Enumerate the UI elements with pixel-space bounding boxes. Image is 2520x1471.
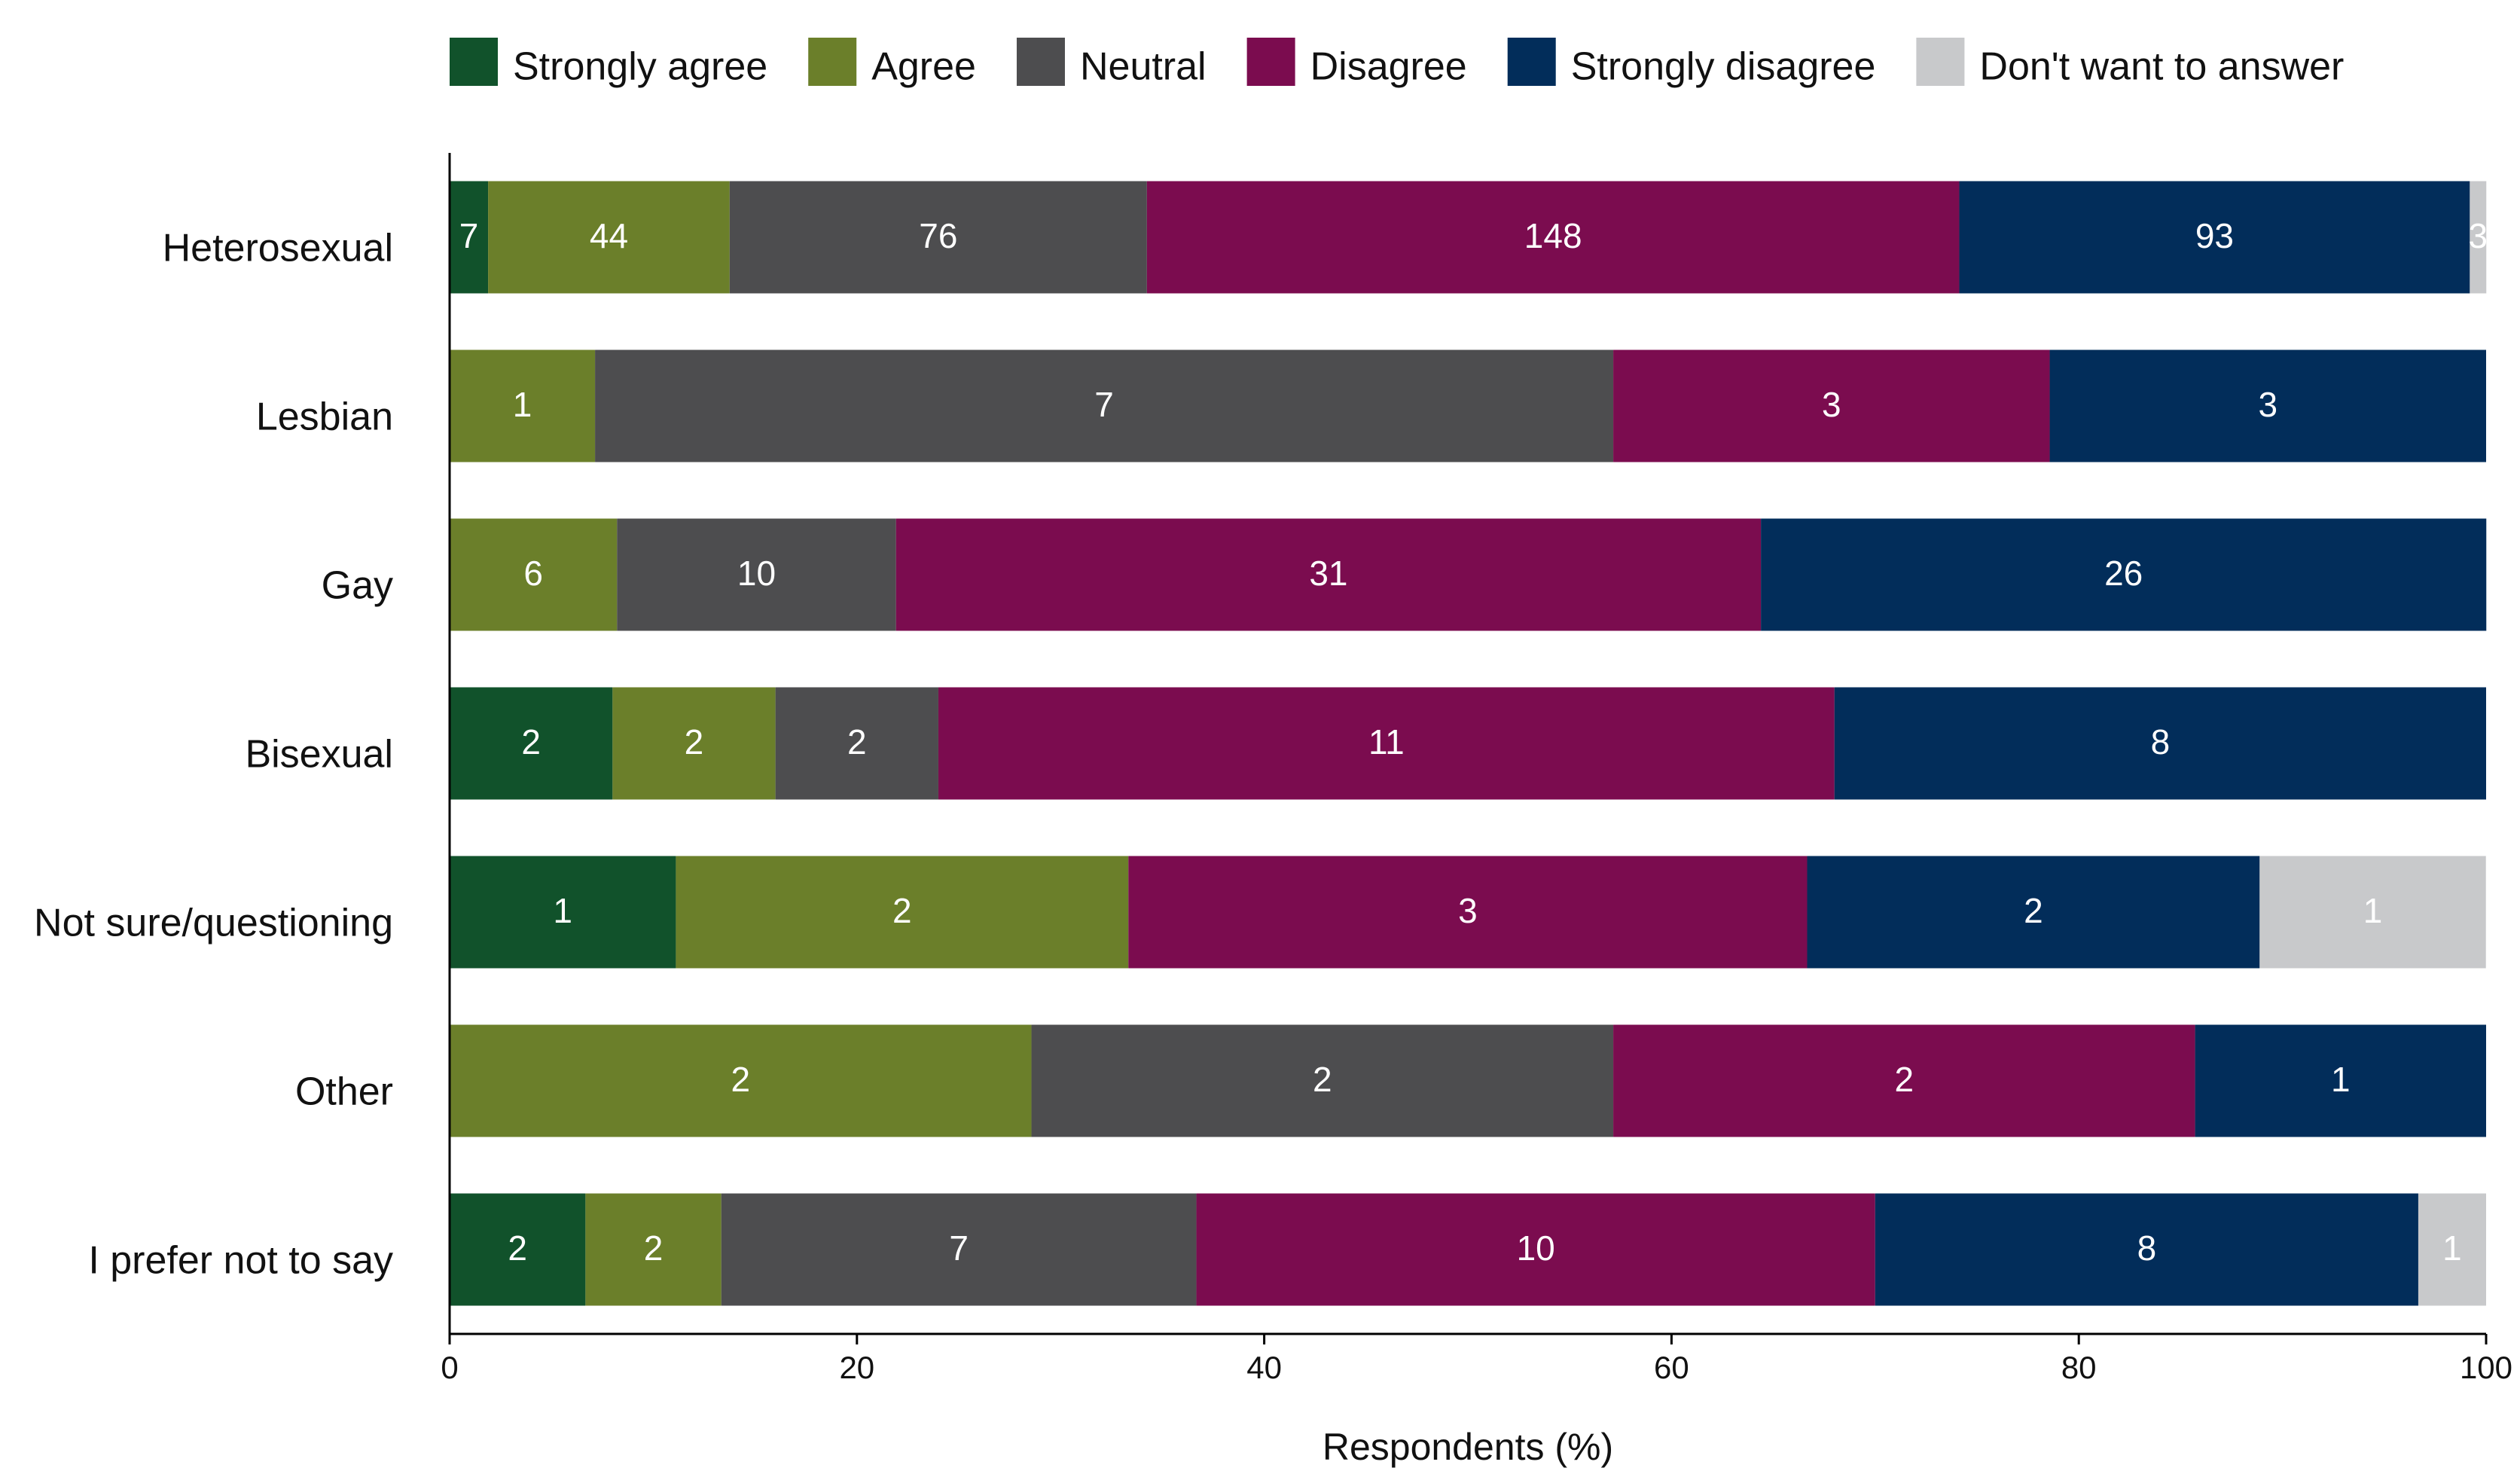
- bar-segment: [1807, 856, 2260, 969]
- legend-label: Strongly agree: [513, 45, 767, 89]
- legend-label: Strongly disagree: [1571, 45, 1876, 89]
- bar-segment: [729, 181, 1147, 294]
- data-label: 10: [737, 554, 776, 593]
- data-label: 1: [553, 891, 572, 930]
- data-label: 2: [644, 1228, 664, 1268]
- bar-segment: [2049, 349, 2486, 462]
- data-label: 2: [508, 1228, 527, 1268]
- bar-segment: [1959, 181, 2470, 294]
- x-tick-label: 0: [441, 1350, 458, 1385]
- bar-segment: [450, 518, 618, 631]
- bar-segment: [612, 687, 776, 800]
- data-label: 44: [590, 216, 628, 255]
- bar-segment: [585, 1193, 722, 1306]
- y-tick-label: I prefer not to say: [88, 1239, 393, 1283]
- data-label: 8: [2137, 1228, 2157, 1268]
- x-tick-label: 100: [2460, 1350, 2512, 1385]
- data-label: 1: [513, 385, 532, 424]
- bar-segment: [2418, 1193, 2486, 1306]
- data-label: 2: [1313, 1060, 1332, 1099]
- bar-segment: [1834, 687, 2486, 800]
- bar-segment: [1031, 1024, 1614, 1137]
- bar-segment: [1196, 1193, 1875, 1306]
- y-tick-label: Gay: [322, 564, 393, 608]
- data-label: 2: [847, 722, 867, 761]
- data-label: 93: [2195, 216, 2234, 255]
- data-label: 10: [1517, 1228, 1555, 1268]
- legend-label: Neutral: [1080, 45, 1207, 89]
- bar-segment: [1146, 181, 1960, 294]
- bar-segment: [2195, 1024, 2486, 1137]
- data-label: 26: [2104, 554, 2143, 593]
- data-label: 2: [892, 891, 912, 930]
- legend-swatch: [1246, 38, 1295, 86]
- bar-segment: [1875, 1193, 2418, 1306]
- y-tick-label: Not sure/questioning: [34, 902, 393, 945]
- bar-segment: [450, 181, 489, 294]
- data-label: 8: [2151, 722, 2171, 761]
- legend-swatch: [1916, 38, 1965, 86]
- data-label: 3: [2258, 385, 2277, 424]
- bar-segment: [1761, 518, 2487, 631]
- data-label: 7: [1094, 385, 1114, 424]
- x-tick-label: 80: [2061, 1350, 2097, 1385]
- x-tick-label: 40: [1246, 1350, 1282, 1385]
- bar-segment: [1613, 349, 2050, 462]
- bar-segment: [895, 518, 1762, 631]
- data-label: 3: [1458, 891, 1478, 930]
- data-label: 2: [1895, 1060, 1914, 1099]
- bar-segment: [450, 856, 676, 969]
- bar-segment: [450, 349, 596, 462]
- data-label: 6: [523, 554, 543, 593]
- data-label: 3: [2469, 216, 2488, 255]
- data-label: 2: [521, 722, 541, 761]
- legend-swatch: [450, 38, 498, 86]
- y-tick-label: Other: [295, 1070, 393, 1114]
- y-tick-label: Bisexual: [245, 733, 393, 777]
- data-label: 2: [2024, 891, 2043, 930]
- legend-label: Agree: [871, 45, 976, 89]
- x-axis-label: Respondents (%): [1323, 1426, 1613, 1468]
- data-label: 1: [2363, 891, 2383, 930]
- y-tick-label: Lesbian: [256, 395, 393, 439]
- bar-segment: [450, 687, 613, 800]
- y-tick-label: Heterosexual: [163, 227, 393, 270]
- legend-label: Don't want to answer: [1979, 45, 2344, 89]
- bar-segment: [450, 1024, 1032, 1137]
- data-label: 11: [1368, 722, 1405, 761]
- data-label: 3: [1822, 385, 1841, 424]
- bar-segment: [775, 687, 938, 800]
- data-label: 1: [2331, 1060, 2351, 1099]
- bar-segment: [2470, 181, 2487, 294]
- data-label: 31: [1309, 554, 1347, 593]
- data-label: 2: [731, 1060, 750, 1099]
- bar-segment: [450, 1193, 586, 1306]
- bar-segment: [595, 349, 1614, 462]
- data-label: 148: [1524, 216, 1582, 255]
- bar-segment: [676, 856, 1129, 969]
- data-label: 1: [2442, 1228, 2462, 1268]
- data-label: 76: [919, 216, 957, 255]
- legend-swatch: [1507, 38, 1556, 86]
- x-tick-label: 60: [1654, 1350, 1689, 1385]
- legend-swatch: [1016, 38, 1065, 86]
- bar-segment: [1613, 1024, 2195, 1137]
- legend-swatch: [808, 38, 857, 86]
- data-label: 7: [459, 216, 479, 255]
- x-tick-label: 20: [839, 1350, 874, 1385]
- data-label: 7: [949, 1228, 969, 1268]
- bar-segment: [2259, 856, 2486, 969]
- bar-segment: [1128, 856, 1808, 969]
- legend-label: Disagree: [1310, 45, 1467, 89]
- bar-segment: [488, 181, 730, 294]
- bar-segment: [938, 687, 1835, 800]
- data-label: 2: [685, 722, 704, 761]
- bar-segment: [617, 518, 896, 631]
- bar-segment: [721, 1193, 1197, 1306]
